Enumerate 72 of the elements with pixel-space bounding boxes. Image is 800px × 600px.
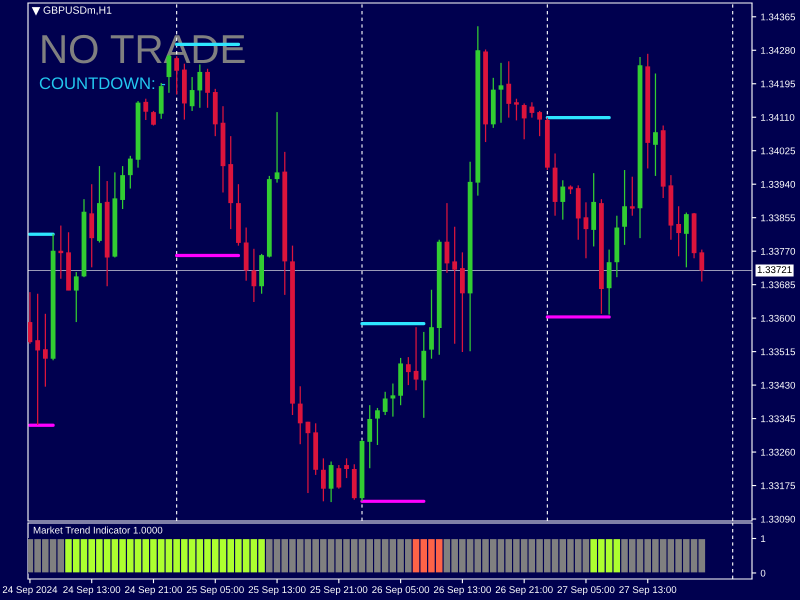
x-tick-label: 27 Sep 13:00 [619,586,676,596]
candlestick [414,326,418,391]
candlestick [537,110,542,137]
candlestick [321,458,326,502]
chart-title: Market Trend Indicator 1.0000 [34,526,162,534]
y-tick-label: 1.34110 [761,114,794,121]
ref-line-label: 1.33721 [758,266,792,274]
y-tick-label: 1.33940 [761,180,796,188]
x-tick-label: 26 Sep 21:00 [496,586,553,596]
y-tick-label: 1.33175 [761,482,796,490]
y-tick-label: 1.33685 [761,281,796,288]
y-tick-label: 1.33770 [761,248,796,255]
y-tick-label: 1.34280 [761,47,796,54]
x-tick-label: 26 Sep 05:00 [372,586,430,596]
y-tick-label: 1.34365 [761,14,796,20]
candlestick [128,155,133,190]
x-tick-label: 25 Sep 13:00 [248,586,306,596]
y-tick-label: 1.33855 [761,214,796,222]
y-tick-label: 1.33515 [761,348,796,356]
y-tick-label: 1.33600 [761,314,796,322]
candlestick [197,64,202,108]
candlestick [151,110,156,126]
candlestick [74,271,79,323]
candlestick [328,460,334,503]
candlestick [653,72,658,177]
x-tick-label: 26 Sep 13:00 [434,586,491,596]
candlestick [498,62,504,124]
y-tick-label: 1.33345 [761,415,796,422]
x-tick-label: 24 Sep 21:00 [125,586,182,596]
candlestick [336,464,342,490]
candlestick [42,313,48,388]
candlestick [382,391,388,416]
candlestick [684,212,689,268]
candlestick [344,458,349,479]
candlestick [676,206,682,257]
y-tick-label: 1.33260 [761,448,796,456]
x-tick-label: 25 Sep 05:00 [186,586,244,596]
candlestick [251,248,256,303]
y-tick-label: 1.34195 [761,80,796,88]
candlestick [444,202,450,274]
candlestick [584,202,588,259]
x-tick-label: 24 Sep 13:00 [63,586,120,596]
candlestick [190,76,194,112]
y-tick-label: 1.33090 [761,516,796,523]
candlestick [530,102,534,118]
candlestick [429,289,434,360]
annotation: NO TRADE [42,34,245,64]
candlestick [560,180,566,220]
candlestick [298,386,303,445]
candlestick [390,382,396,418]
candlestick [522,102,527,140]
candlestick [452,226,458,344]
chart-title: GBPUSDm,H1 [44,6,112,16]
x-tick-label: 27 Sep 05:00 [558,586,615,596]
y-tick-label: 1 [761,535,766,542]
candlestick [35,293,40,426]
candlestick [306,421,310,494]
x-tick-label: 25 Sep 21:00 [310,586,368,596]
x-tick-label: 24 Sep 2024 [2,586,58,596]
y-tick-label: 1.34025 [761,147,796,154]
candlestick [205,68,210,108]
candlestick [699,248,704,282]
candlestick [375,407,380,446]
candlestick [143,98,148,121]
candlestick [622,169,627,246]
candlestick [274,111,280,184]
candlestick [28,292,32,344]
candlestick [506,60,512,118]
candlestick [367,404,372,469]
y-tick-label: 1.33430 [761,382,796,389]
y-tick-label: 0 [760,570,766,577]
candlestick [406,356,411,386]
